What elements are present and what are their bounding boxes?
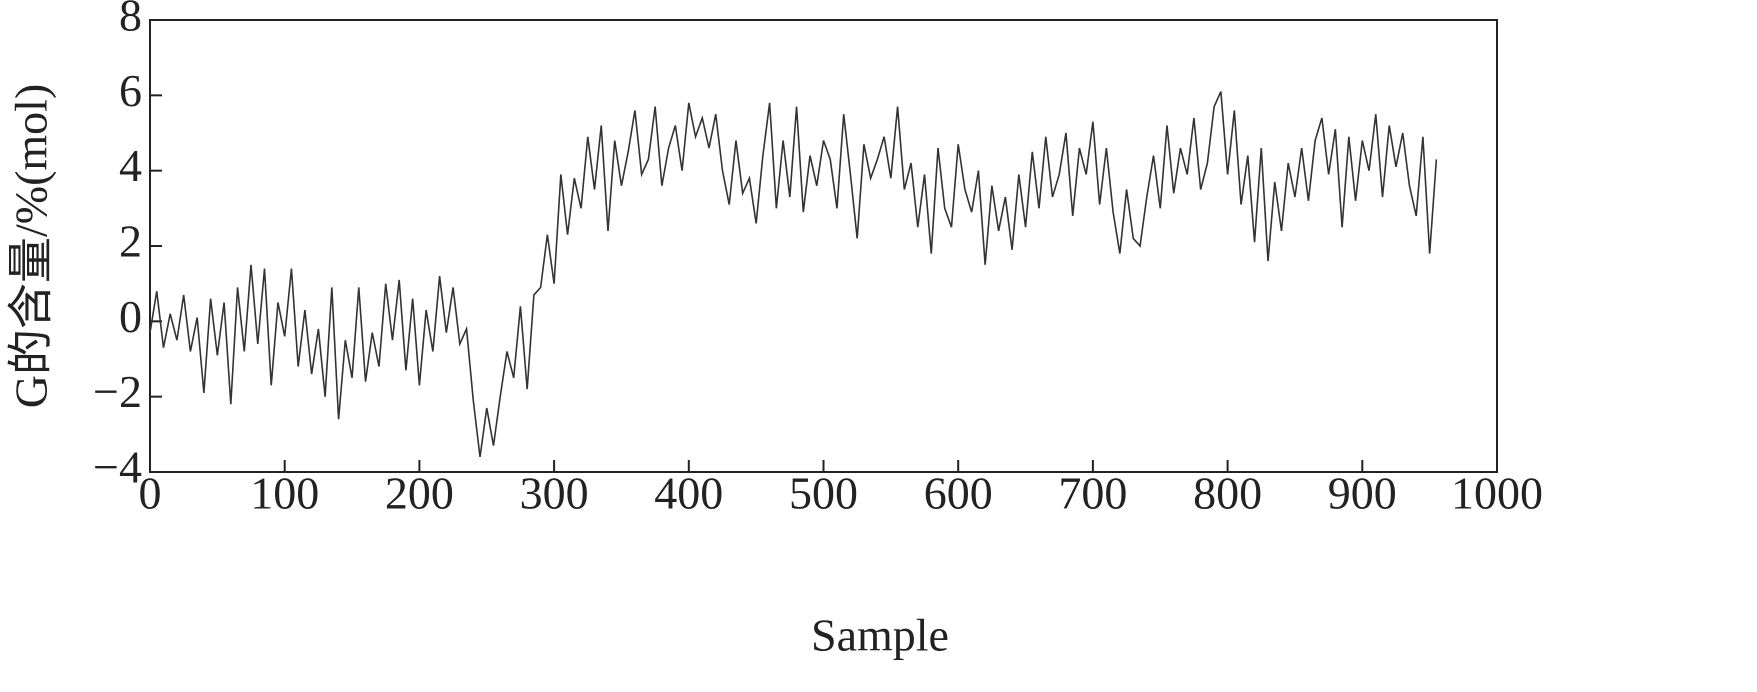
y-axis-label: G的含量/%(mol) — [6, 84, 57, 409]
y-tick-label: 2 — [119, 216, 142, 267]
y-tick-label: 4 — [119, 140, 142, 191]
y-tick-label: −4 — [93, 442, 142, 493]
x-tick-label: 1000 — [1451, 468, 1543, 519]
x-tick-label: 0 — [139, 468, 162, 519]
x-tick-label: 200 — [385, 468, 454, 519]
x-tick-label: 700 — [1058, 468, 1127, 519]
x-tick-label: 500 — [789, 468, 858, 519]
y-tick-label: 6 — [119, 65, 142, 116]
x-tick-label: 100 — [250, 468, 319, 519]
x-tick-label: 300 — [520, 468, 589, 519]
x-tick-label: 800 — [1193, 468, 1262, 519]
data-line — [149, 91, 1438, 458]
x-tick-label: 900 — [1328, 468, 1397, 519]
x-axis-label: Sample — [811, 610, 949, 661]
y-tick-label: −2 — [93, 366, 142, 417]
y-tick-label: 0 — [119, 291, 142, 342]
y-tick-label: 8 — [119, 0, 142, 41]
x-tick-label: 600 — [924, 468, 993, 519]
x-tick-label: 400 — [654, 468, 723, 519]
plot-frame — [149, 19, 1498, 473]
